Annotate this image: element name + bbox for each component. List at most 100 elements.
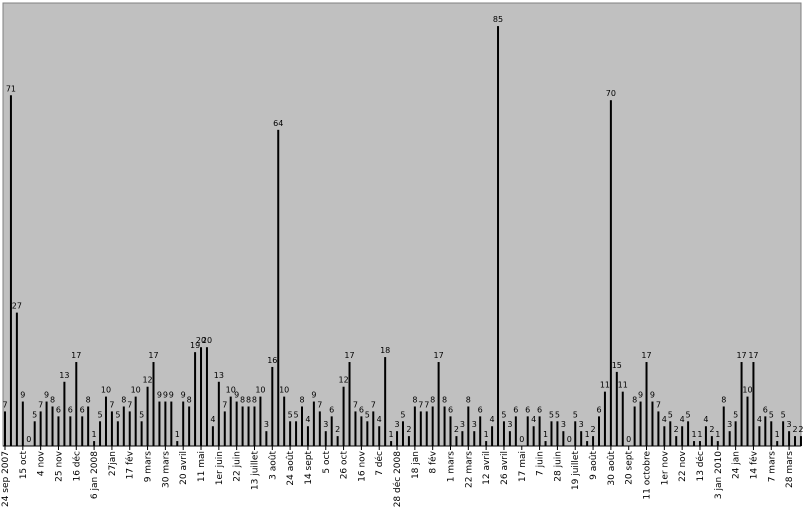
bar xyxy=(211,426,214,446)
bar-value-label: 5 xyxy=(781,410,786,419)
bar-value-label: 17 xyxy=(736,351,746,360)
bar xyxy=(110,411,113,446)
bar-value-label: 16 xyxy=(267,356,277,365)
bar xyxy=(81,416,84,446)
x-tick-label: 28 déc 2008 xyxy=(392,451,403,508)
x-tick-label: 12 avril xyxy=(482,451,492,485)
x-tick-label: 3 août xyxy=(268,451,278,480)
bar xyxy=(437,362,440,446)
bar-value-label: 17 xyxy=(148,351,158,360)
bar xyxy=(152,362,155,446)
bar-value-label: 17 xyxy=(71,351,81,360)
bar xyxy=(271,366,274,446)
bar-value-label: 8 xyxy=(240,395,245,404)
bar xyxy=(277,129,280,446)
bar xyxy=(306,426,309,446)
bar-value-label: 10 xyxy=(255,386,265,395)
bar xyxy=(651,401,654,446)
bar xyxy=(312,401,315,446)
bar xyxy=(140,421,143,446)
bar-value-label: 8 xyxy=(121,395,126,404)
bar-value-label: 71 xyxy=(6,84,16,93)
bar-value-label: 0 xyxy=(626,435,631,444)
x-tick-label: 1er juin xyxy=(215,451,225,485)
x-tick-label: 22 nov xyxy=(678,450,688,482)
bar xyxy=(746,396,749,446)
bar-value-label: 19 xyxy=(190,341,200,350)
bar-value-label: 9 xyxy=(163,391,168,400)
bar xyxy=(45,401,48,446)
bar xyxy=(621,391,624,446)
bar xyxy=(57,416,60,446)
x-tick-label: 11 mai xyxy=(197,451,207,482)
bar xyxy=(657,411,660,446)
bar xyxy=(283,396,286,446)
bar-value-label: 3 xyxy=(472,420,477,429)
bar-value-label: 1 xyxy=(543,430,548,439)
bar xyxy=(698,441,701,446)
bar xyxy=(69,416,72,446)
bar xyxy=(514,416,517,446)
bar-value-label: 6 xyxy=(537,405,542,414)
bar xyxy=(461,431,464,446)
bar-value-label: 6 xyxy=(448,405,453,414)
bar-value-label: 7 xyxy=(371,400,376,409)
bars-group xyxy=(4,26,802,446)
bar xyxy=(782,421,785,446)
bar xyxy=(223,411,226,446)
bar xyxy=(33,421,36,446)
bar xyxy=(799,436,802,446)
x-tick-label: 30 mars xyxy=(161,451,171,488)
bar-value-label: 27 xyxy=(12,302,22,311)
bar xyxy=(217,381,220,446)
bar xyxy=(740,362,743,446)
bar xyxy=(4,411,6,446)
bar xyxy=(372,411,375,446)
bar-value-label: 8 xyxy=(246,395,251,404)
bar-value-label: 2 xyxy=(406,425,411,434)
bar xyxy=(87,406,90,446)
bar xyxy=(562,431,565,446)
x-tick-label: 20 sept xyxy=(625,451,635,485)
bar-value-label: 4 xyxy=(305,415,310,424)
bar xyxy=(354,411,357,446)
bar-value-label: 5 xyxy=(573,410,578,419)
bar-value-label: 2 xyxy=(792,425,797,434)
bar-value-label: 17 xyxy=(434,351,444,360)
bar-value-label: 0 xyxy=(26,435,31,444)
x-tick-label: 7 mars xyxy=(767,451,777,483)
x-tick-label: 22 juin xyxy=(233,451,243,482)
bar xyxy=(63,381,66,446)
bar xyxy=(586,441,589,446)
bar xyxy=(592,436,595,446)
bar-value-label: 70 xyxy=(606,89,616,98)
bar-value-label: 8 xyxy=(187,395,192,404)
bar-value-label: 1 xyxy=(175,430,180,439)
bar-value-label: 2 xyxy=(591,425,596,434)
x-tick-label: 24 sep 2007 xyxy=(1,451,11,507)
bar xyxy=(259,396,262,446)
bar xyxy=(704,426,707,446)
bar xyxy=(609,100,612,446)
bar xyxy=(241,406,244,446)
bar-value-label: 10 xyxy=(101,386,111,395)
bar xyxy=(295,421,298,446)
bar-value-label: 8 xyxy=(412,395,417,404)
x-tick-label: 14 sept xyxy=(304,451,314,485)
x-tick-label: 24 août xyxy=(286,451,296,486)
bar xyxy=(51,406,54,446)
bar xyxy=(366,421,369,446)
bar xyxy=(146,386,149,446)
bar xyxy=(99,421,102,446)
bar-value-label: 5 xyxy=(115,410,120,419)
bar-value-label: 3 xyxy=(579,420,584,429)
bar-value-label: 6 xyxy=(596,405,601,414)
bar xyxy=(384,357,387,446)
bar xyxy=(253,406,256,446)
x-tick-label: 1er nov xyxy=(660,450,670,485)
bar xyxy=(134,396,137,446)
bar-value-label: 15 xyxy=(612,361,622,370)
bar-value-label: 20 xyxy=(196,336,206,345)
bar xyxy=(188,406,191,446)
